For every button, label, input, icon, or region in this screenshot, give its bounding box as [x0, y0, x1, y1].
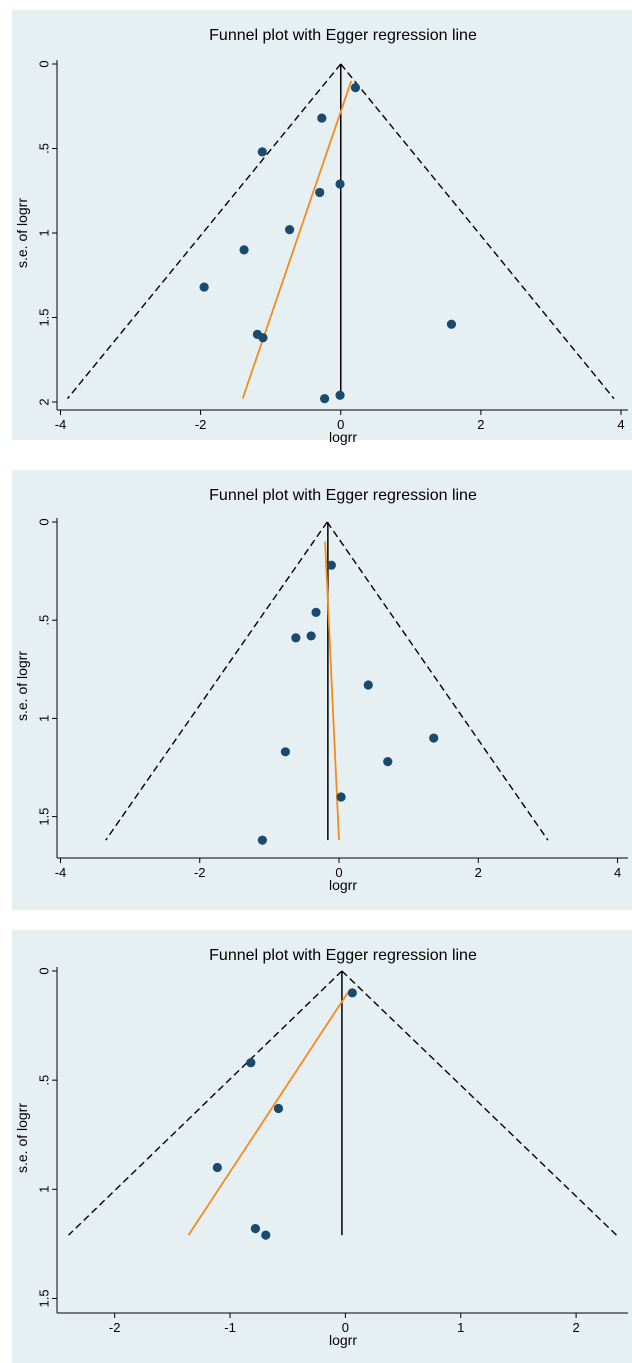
egger-regression-line — [187, 992, 349, 1236]
study-point — [347, 988, 357, 998]
y-tick-label: 1.5 — [36, 308, 51, 326]
x-tick-label: 2 — [477, 417, 484, 432]
y-tick-label: 0 — [36, 518, 51, 525]
x-tick-label: 2 — [572, 1320, 579, 1335]
study-point — [363, 680, 373, 690]
y-tick-label: 1.5 — [36, 1289, 51, 1307]
y-axis-label: s.e. of logrr — [14, 651, 30, 721]
y-tick-label: 0 — [36, 967, 51, 974]
funnel-right-line — [340, 63, 615, 400]
study-point — [239, 245, 249, 255]
study-point — [429, 733, 439, 743]
study-point — [257, 147, 267, 157]
x-tick-label: 1 — [457, 1320, 464, 1335]
y-tick-label: 1 — [36, 715, 51, 722]
y-tick-label: 1 — [36, 1186, 51, 1193]
y-tick-label: 1.5 — [36, 808, 51, 826]
chart-title: Funnel plot with Egger regression line — [209, 27, 477, 44]
funnel-left-line — [105, 521, 328, 841]
y-tick-label: 2 — [36, 398, 51, 405]
study-point — [320, 394, 330, 404]
funnel-plot-c: Funnel plot with Egger regression line 0.… — [12, 930, 632, 1363]
funnel-left-line — [68, 970, 343, 1236]
study-point — [261, 1230, 271, 1240]
x-tick-label: 0 — [337, 417, 344, 432]
chart-title: Funnel plot with Egger regression line — [209, 487, 477, 504]
study-point — [285, 225, 295, 235]
study-point — [315, 187, 325, 198]
y-tick-label: 0 — [36, 60, 51, 67]
x-axis-label: logrr — [329, 429, 357, 445]
x-tick-label: 2 — [475, 865, 482, 880]
panel-c: C Funnel plot with Egger regression line… — [0, 920, 632, 1363]
y-tick-label: .5 — [36, 143, 51, 154]
egger-regression-line — [324, 541, 340, 841]
x-tick-label: 4 — [614, 865, 621, 880]
x-tick-label: -4 — [55, 865, 67, 880]
x-axis-label: logrr — [329, 1332, 357, 1348]
study-point — [326, 560, 336, 570]
chart-background — [12, 470, 632, 910]
study-point — [246, 1058, 256, 1068]
study-point — [335, 390, 345, 400]
study-point — [383, 757, 393, 767]
chart-background — [12, 10, 632, 440]
x-tick-label: -4 — [55, 417, 67, 432]
study-point — [280, 747, 290, 757]
x-tick-label: 0 — [335, 865, 342, 880]
x-tick-label: -2 — [109, 1320, 121, 1335]
study-point — [335, 179, 345, 189]
study-point — [311, 607, 321, 617]
study-point — [199, 282, 209, 292]
y-axis-label: s.e. of logrr — [14, 198, 30, 268]
study-point — [257, 835, 268, 845]
study-point — [446, 319, 457, 329]
x-tick-label: -1 — [224, 1320, 236, 1335]
chart-title: Funnel plot with Egger regression line — [209, 947, 477, 964]
x-tick-label: 4 — [617, 417, 624, 432]
y-axis-label: s.e. of logrr — [14, 1103, 30, 1173]
funnel-plot-b: Funnel plot with Egger regression line 0.… — [12, 470, 632, 910]
study-point — [291, 633, 301, 643]
x-tick-label: -2 — [195, 417, 207, 432]
y-tick-label: 1 — [36, 229, 51, 236]
x-axis-label: logrr — [329, 877, 357, 893]
study-point — [258, 333, 268, 343]
study-point — [250, 1223, 261, 1234]
x-tick-label: -2 — [194, 865, 206, 880]
egger-regression-line — [241, 80, 353, 399]
study-point — [212, 1162, 222, 1173]
x-tick-label: 0 — [342, 1320, 349, 1335]
study-point — [317, 113, 327, 123]
panel-b: B Funnel plot with Egger regression line… — [0, 460, 632, 910]
panel-a: A Funnel plot with Egger regression line… — [0, 0, 632, 450]
y-tick-label: .5 — [36, 615, 51, 626]
funnel-left-line — [66, 63, 342, 400]
study-point — [273, 1103, 284, 1114]
funnel-plot-a: Funnel plot with Egger regression line 0.… — [12, 10, 632, 445]
study-point — [336, 792, 346, 802]
chart-background — [12, 930, 632, 1363]
study-point — [306, 631, 316, 641]
funnel-right-line — [326, 521, 549, 841]
y-tick-label: .5 — [36, 1075, 51, 1086]
study-point — [350, 83, 361, 93]
funnel-right-line — [341, 970, 617, 1236]
